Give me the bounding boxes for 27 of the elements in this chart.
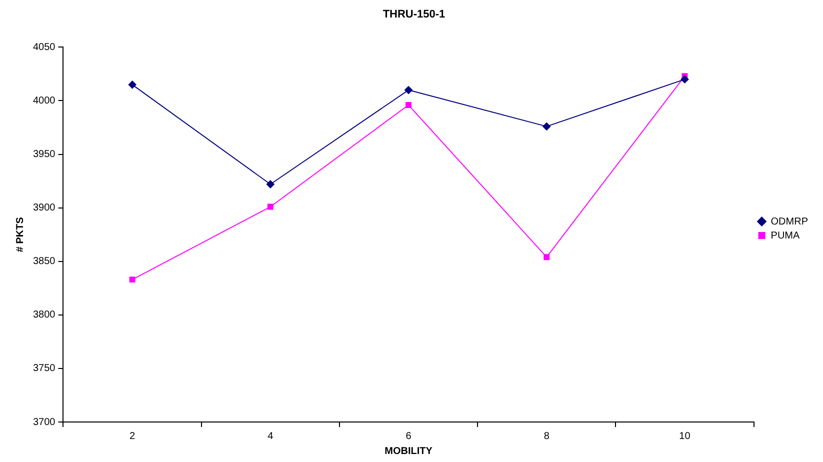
y-tick-label: 3950	[32, 149, 56, 160]
point	[266, 180, 274, 188]
legend-label: PUMA	[770, 230, 800, 242]
point	[406, 102, 412, 108]
legend-label: ODMRP	[770, 216, 808, 228]
x-tick-label: 6	[406, 430, 412, 442]
y-tick-label: 3750	[32, 363, 56, 374]
x-tick-label: 4	[268, 430, 274, 442]
y-tick-label: 3700	[32, 416, 56, 428]
point	[680, 75, 689, 84]
y-tick-label: 3800	[32, 310, 56, 321]
y-tick-label: 3850	[32, 256, 56, 268]
y-tick-label: 3900	[32, 202, 56, 214]
x-tick-label: 2	[130, 430, 136, 442]
y-tick-label: 4050	[32, 42, 56, 53]
point	[404, 86, 413, 94]
point	[267, 204, 274, 210]
y-tick-label: 4000	[32, 95, 56, 106]
x-tick-label: 10	[679, 430, 691, 442]
x-tick-label: 8	[544, 430, 550, 442]
point	[544, 254, 550, 260]
chart-title: THRU-150-1	[382, 8, 446, 21]
point	[129, 276, 136, 283]
point	[128, 80, 136, 89]
x-axis-title: MOBILITY	[384, 446, 433, 457]
point	[542, 122, 551, 130]
y-axis-title: # PKTS	[14, 216, 26, 252]
